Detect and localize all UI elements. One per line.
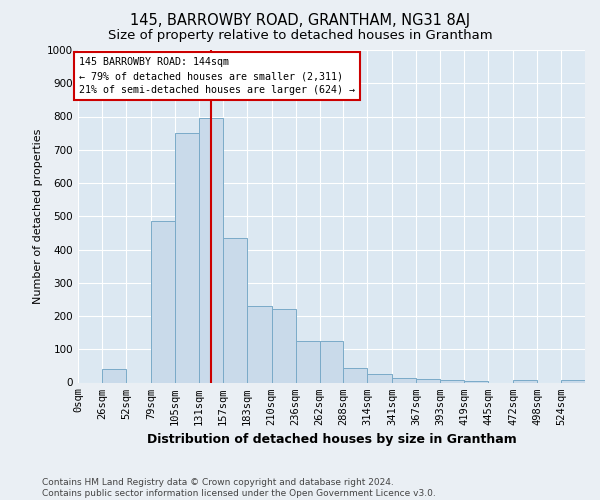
Text: Size of property relative to detached houses in Grantham: Size of property relative to detached ho… [107, 29, 493, 42]
Bar [513, 380, 537, 382]
Bar [296, 341, 320, 382]
Bar [175, 133, 199, 382]
Bar [320, 341, 343, 382]
X-axis label: Distribution of detached houses by size in Grantham: Distribution of detached houses by size … [146, 433, 517, 446]
Text: 145, BARROWBY ROAD, GRANTHAM, NG31 8AJ: 145, BARROWBY ROAD, GRANTHAM, NG31 8AJ [130, 12, 470, 28]
Bar [151, 221, 175, 382]
Text: Contains HM Land Registry data © Crown copyright and database right 2024.
Contai: Contains HM Land Registry data © Crown c… [42, 478, 436, 498]
Bar [272, 310, 296, 382]
Bar [416, 379, 440, 382]
Text: 145 BARROWBY ROAD: 144sqm
← 79% of detached houses are smaller (2,311)
21% of se: 145 BARROWBY ROAD: 144sqm ← 79% of detac… [79, 58, 355, 96]
Bar [464, 381, 488, 382]
Y-axis label: Number of detached properties: Number of detached properties [33, 128, 43, 304]
Bar [223, 238, 247, 382]
Bar [199, 118, 223, 382]
Bar [247, 306, 272, 382]
Bar [392, 378, 416, 382]
Bar [343, 368, 367, 382]
Bar [102, 369, 126, 382]
Bar [561, 380, 585, 382]
Bar [440, 380, 464, 382]
Bar [367, 374, 392, 382]
